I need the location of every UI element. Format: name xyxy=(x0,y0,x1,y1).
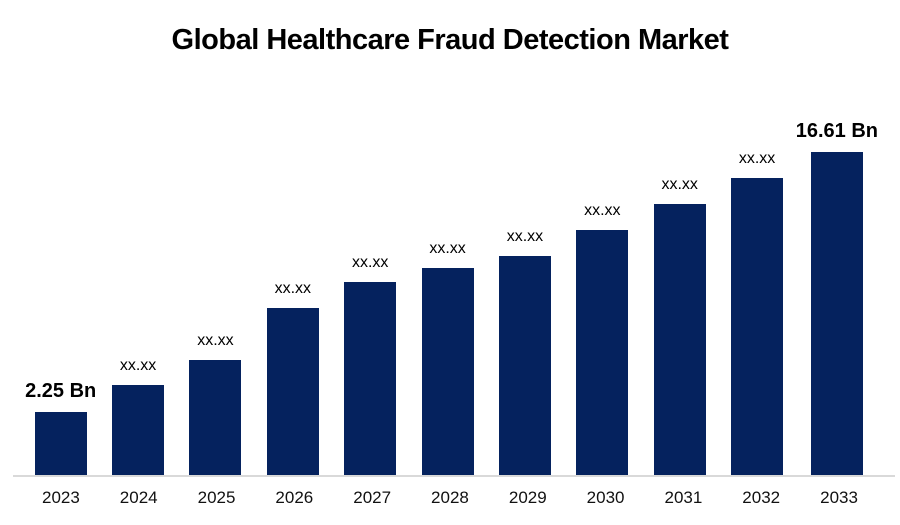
bar-2026 xyxy=(266,308,319,476)
bar-group-2023: 2.25 Bn xyxy=(22,380,99,476)
bar-group-2031: xx.xx xyxy=(641,176,718,476)
bar-2024 xyxy=(112,385,165,476)
x-axis-label-2032: 2032 xyxy=(742,488,781,507)
x-axis-label-2028: 2028 xyxy=(431,488,469,507)
bar-value-label-2028: xx.xx xyxy=(429,240,466,258)
bar-group-2028: xx.xx xyxy=(409,240,486,476)
bar-2029 xyxy=(498,256,551,476)
bar-group-2027: xx.xx xyxy=(332,254,409,476)
chart-title: Global Healthcare Fraud Detection Market xyxy=(171,24,729,56)
bar-value-label-2031: xx.xx xyxy=(661,176,698,194)
bar-value-label-2030: xx.xx xyxy=(584,202,621,220)
bar-plot-area: 2.25 Bn xx.xx xx.xx xx.xx xx.xx xx.xx xx… xyxy=(22,120,878,476)
bar-group-2032: xx.xx xyxy=(718,150,795,476)
bar-2033 xyxy=(810,152,863,476)
bar-group-2033: 16.61 Bn xyxy=(796,120,878,476)
bar-value-label-2023: 2.25 Bn xyxy=(25,380,97,402)
bar-2028 xyxy=(421,268,474,476)
x-axis-labels: 2023 2024 2025 2026 2027 2028 2029 2030 … xyxy=(22,488,878,508)
x-axis-line xyxy=(13,475,895,477)
bar-value-label-2025: xx.xx xyxy=(197,332,234,350)
bar-group-2025: xx.xx xyxy=(177,332,254,476)
x-axis-label-2029: 2029 xyxy=(508,488,547,507)
bar-value-label-2032: xx.xx xyxy=(738,150,776,168)
x-axis-label-2026: 2026 xyxy=(275,488,314,507)
x-axis-label-2024: 2024 xyxy=(119,488,158,507)
bar-2023 xyxy=(34,412,87,476)
bar-value-label-2033: 16.61 Bn xyxy=(795,120,879,142)
bar-value-label-2024: xx.xx xyxy=(119,357,157,375)
bar-2031 xyxy=(653,204,706,476)
bar-group-2029: xx.xx xyxy=(486,228,563,476)
x-axis-label-2025: 2025 xyxy=(197,488,236,507)
bar-group-2024: xx.xx xyxy=(99,357,176,476)
bar-group-2030: xx.xx xyxy=(564,202,641,476)
x-axis-label-2027: 2027 xyxy=(353,488,392,507)
bar-value-label-2029: xx.xx xyxy=(506,228,544,246)
bar-value-label-2027: xx.xx xyxy=(351,254,389,272)
bar-2032 xyxy=(731,178,784,476)
bar-2030 xyxy=(576,230,629,476)
x-axis-label-2031: 2031 xyxy=(664,488,703,507)
bar-2027 xyxy=(344,282,397,476)
x-axis-label-2033: 2033 xyxy=(820,488,858,507)
bar-group-2026: xx.xx xyxy=(254,280,331,476)
bar-2025 xyxy=(189,360,242,476)
x-axis-label-2023: 2023 xyxy=(41,488,80,507)
x-axis-label-2030: 2030 xyxy=(586,488,625,507)
bar-value-label-2026: xx.xx xyxy=(274,280,312,298)
